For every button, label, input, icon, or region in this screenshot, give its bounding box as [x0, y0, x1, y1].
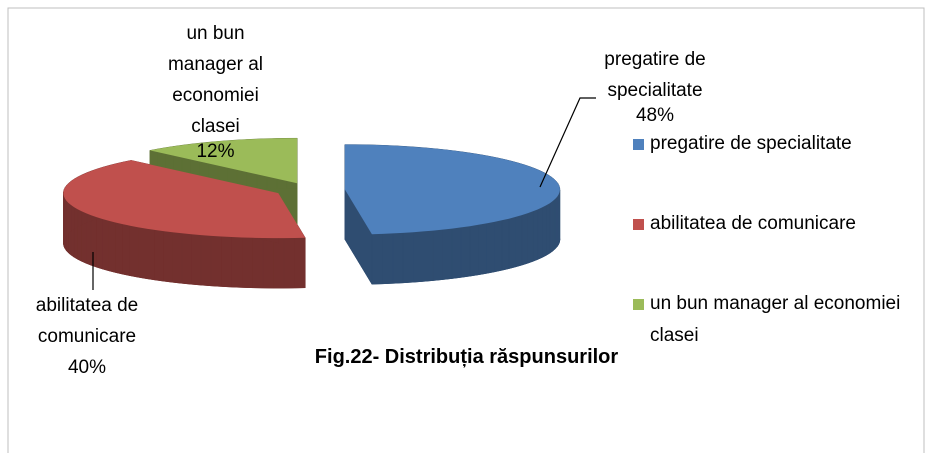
pie-slice	[344, 144, 560, 235]
slice-wall	[537, 206, 543, 260]
slice-wall	[108, 220, 116, 273]
legend-swatch	[633, 139, 644, 150]
slice-wall	[115, 222, 123, 275]
slice-wall	[554, 196, 558, 250]
slice-wall	[163, 230, 173, 283]
data-label-value: 40%	[67, 357, 107, 378]
slice-wall	[154, 229, 164, 282]
legend-swatch	[633, 219, 644, 230]
slice-wall	[442, 228, 453, 280]
slice-wall	[200, 234, 212, 287]
slice-wall	[262, 237, 274, 289]
slice-wall	[413, 231, 424, 283]
slice-wall	[432, 229, 443, 281]
slice-wall	[552, 198, 556, 252]
slice-wall	[122, 223, 131, 277]
slice-wall	[549, 200, 554, 254]
slice-wall	[231, 236, 243, 288]
data-label-value: 12%	[196, 141, 235, 162]
slice-wall	[469, 224, 479, 277]
slice-wall	[102, 218, 109, 272]
slice-wall	[451, 227, 462, 279]
slice-wall	[460, 225, 471, 278]
data-label-name: abilitatea de comunicare	[35, 295, 139, 347]
slice-wall	[241, 237, 253, 289]
slice-wall	[486, 221, 495, 274]
chart-border	[7, 7, 925, 453]
slice-tops	[63, 138, 560, 239]
slice-wall	[221, 236, 232, 288]
slice-wall	[402, 231, 414, 284]
slice-wall	[392, 232, 404, 284]
data-label-name: un bun manager al economiei clasei	[167, 23, 264, 137]
slice-wall	[521, 212, 528, 266]
legend-label: pregatire de specialitate	[650, 133, 852, 154]
slice-wall	[546, 202, 551, 256]
data-label: pregatire de specialitate 48%	[585, 44, 725, 131]
slice-wall	[371, 233, 383, 285]
slice-wall	[501, 218, 510, 271]
data-label-name: pregatire de specialitate	[604, 49, 706, 101]
slice-wall	[181, 233, 192, 285]
slice-wall	[294, 237, 306, 289]
slice-wall	[96, 216, 103, 270]
slice-wall	[210, 235, 222, 287]
legend-label: abilitatea de comunicare	[650, 213, 856, 234]
data-label: un bun manager al economiei clasei 12%	[158, 18, 273, 167]
legend-label: un bun manager al economiei clasei	[650, 293, 901, 346]
slice-wall	[494, 220, 503, 273]
slice-wall	[137, 226, 147, 279]
leader-line	[539, 97, 596, 188]
slice-wall	[542, 204, 547, 258]
slice-wall	[527, 210, 534, 264]
slice-wall	[508, 216, 516, 269]
data-label-value: 48%	[635, 105, 675, 126]
slice-wall	[478, 223, 487, 276]
slice-wall	[145, 228, 155, 281]
data-label: abilitatea de comunicare 40%	[12, 290, 162, 383]
slice-wall	[283, 237, 295, 289]
chart-title: Fig.22- Distribuția răspunsurilor	[314, 346, 619, 368]
slice-wall	[382, 233, 394, 285]
slice-wall	[423, 230, 434, 282]
slice-wall	[172, 232, 183, 284]
legend-swatch	[633, 299, 644, 310]
slice-wall	[515, 214, 523, 268]
slice-wall	[273, 237, 285, 289]
slice-wall	[90, 214, 97, 268]
slice-wall	[191, 234, 202, 286]
slice-wall	[532, 208, 539, 262]
pie-slice	[149, 138, 298, 184]
slice-wall	[129, 225, 139, 278]
pie-slice	[63, 160, 306, 239]
slice-wall	[252, 237, 264, 289]
